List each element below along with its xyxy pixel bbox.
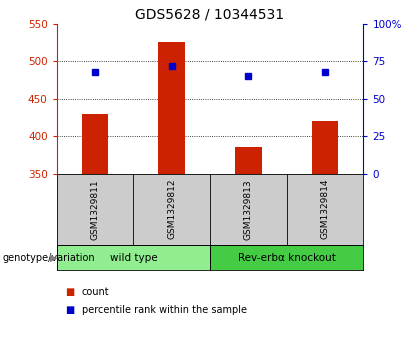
Text: genotype/variation: genotype/variation	[2, 253, 95, 262]
Text: wild type: wild type	[110, 253, 157, 262]
Bar	[312, 121, 339, 174]
Bar	[235, 147, 262, 174]
Text: GSM1329813: GSM1329813	[244, 179, 253, 240]
Text: percentile rank within the sample: percentile rank within the sample	[82, 305, 247, 315]
Text: count: count	[82, 287, 110, 297]
Text: Rev-erbα knockout: Rev-erbα knockout	[238, 253, 336, 262]
Bar	[210, 245, 363, 270]
Text: ▶: ▶	[50, 253, 57, 262]
Bar	[158, 42, 185, 174]
Bar	[57, 245, 210, 270]
Text: GSM1329812: GSM1329812	[167, 179, 176, 240]
Title: GDS5628 / 10344531: GDS5628 / 10344531	[135, 7, 285, 21]
Text: GSM1329811: GSM1329811	[91, 179, 100, 240]
Text: GSM1329814: GSM1329814	[320, 179, 329, 240]
Text: ■: ■	[65, 287, 74, 297]
Bar	[81, 114, 108, 174]
Text: ■: ■	[65, 305, 74, 315]
